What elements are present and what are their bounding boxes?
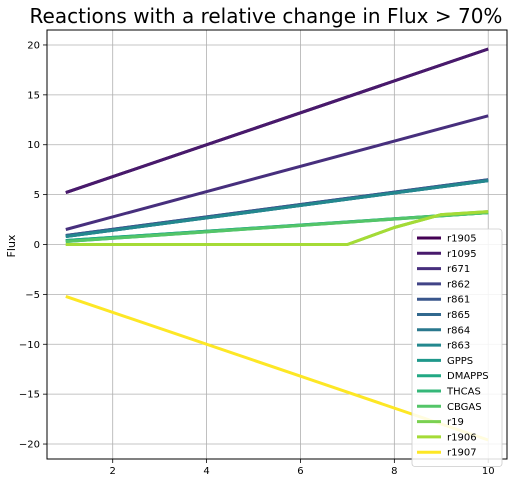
legend-label: r1095 bbox=[447, 249, 477, 260]
legend-label: THCAS bbox=[446, 387, 481, 398]
series-line-r1906 bbox=[65, 210, 489, 246]
legend-label: r671 bbox=[447, 264, 470, 275]
x-tick-label: 6 bbox=[297, 466, 303, 477]
y-tick-label: 5 bbox=[34, 190, 40, 201]
x-tick-label: 4 bbox=[203, 466, 209, 477]
y-tick-label: −20 bbox=[19, 440, 40, 451]
legend-label: r864 bbox=[447, 325, 470, 336]
legend-label: r19 bbox=[447, 417, 464, 428]
axis-ticks: 2 4 6 8 10 −20 −15 −10 −5 0 5 10 15 20 bbox=[19, 40, 495, 477]
series-line-r1095 bbox=[65, 47, 489, 195]
x-tick-label: 2 bbox=[110, 466, 116, 477]
legend: r1905 r1095 r671 r862 r861 r865 r864 r863 GPPS DM… bbox=[411, 228, 503, 467]
y-tick-label: −15 bbox=[19, 390, 40, 401]
y-axis-label: Flux bbox=[5, 234, 18, 257]
series-line-CBGAS bbox=[65, 211, 489, 243]
y-tick-label: 15 bbox=[27, 90, 40, 101]
x-tick-label: 8 bbox=[391, 466, 397, 477]
y-tick-label: 0 bbox=[34, 240, 40, 251]
legend-label: CBGAS bbox=[447, 402, 482, 413]
y-tick-label: 10 bbox=[27, 140, 40, 151]
legend-label: DMAPPS bbox=[447, 371, 489, 382]
legend-label: r862 bbox=[447, 279, 470, 290]
legend-label: r865 bbox=[447, 310, 470, 321]
legend-label: r1905 bbox=[447, 234, 477, 245]
legend-label: r1906 bbox=[447, 432, 477, 443]
legend-label: r1907 bbox=[447, 448, 477, 459]
legend-label: r861 bbox=[447, 295, 470, 306]
x-tick-label: 10 bbox=[482, 466, 495, 477]
legend-label: GPPS bbox=[447, 356, 473, 367]
y-tick-label: −5 bbox=[25, 290, 40, 301]
chart-title: Reactions with a relative change in Flux… bbox=[30, 4, 503, 28]
series-line-r863 bbox=[65, 179, 489, 238]
legend-label: r863 bbox=[447, 341, 470, 352]
y-tick-label: 20 bbox=[27, 40, 40, 51]
series-line-r671 bbox=[65, 114, 489, 231]
y-tick-label: −10 bbox=[19, 340, 40, 351]
